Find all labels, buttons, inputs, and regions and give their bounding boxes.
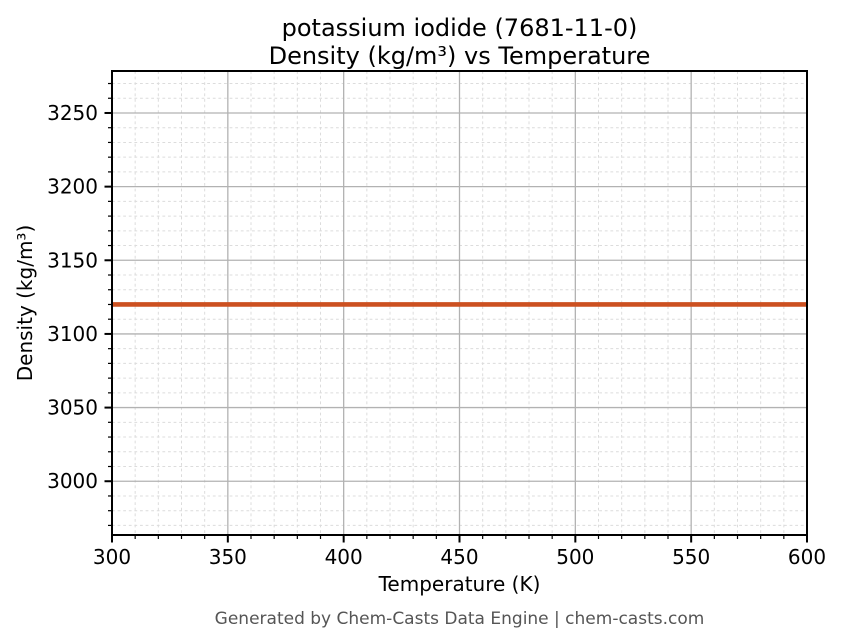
chart-title-line-2: Density (kg/m³) vs Temperature bbox=[268, 42, 651, 70]
x-tick-label: 400 bbox=[325, 545, 363, 569]
x-tick-label: 300 bbox=[93, 545, 131, 569]
x-axis-label: Temperature (K) bbox=[378, 572, 541, 596]
y-tick-label: 3200 bbox=[47, 175, 98, 199]
x-tick-label: 500 bbox=[556, 545, 594, 569]
x-tick-label: 600 bbox=[788, 545, 826, 569]
x-tick-label: 550 bbox=[672, 545, 710, 569]
x-tick-label: 350 bbox=[209, 545, 247, 569]
footer-credit: Generated by Chem-Casts Data Engine | ch… bbox=[214, 609, 705, 629]
y-axis-label: Density (kg/m³) bbox=[13, 224, 37, 382]
y-tick-label: 3150 bbox=[47, 248, 98, 272]
chart-title-line-1: potassium iodide (7681-11-0) bbox=[281, 14, 638, 42]
y-tick-label: 3250 bbox=[47, 101, 98, 125]
chart-title: potassium iodide (7681-11-0) Density (kg… bbox=[112, 14, 807, 70]
y-tick-label: 3100 bbox=[47, 322, 98, 346]
y-tick-label: 3000 bbox=[47, 469, 98, 493]
x-tick-label: 450 bbox=[440, 545, 478, 569]
plot-border bbox=[111, 70, 808, 536]
y-tick-label: 3050 bbox=[47, 396, 98, 420]
